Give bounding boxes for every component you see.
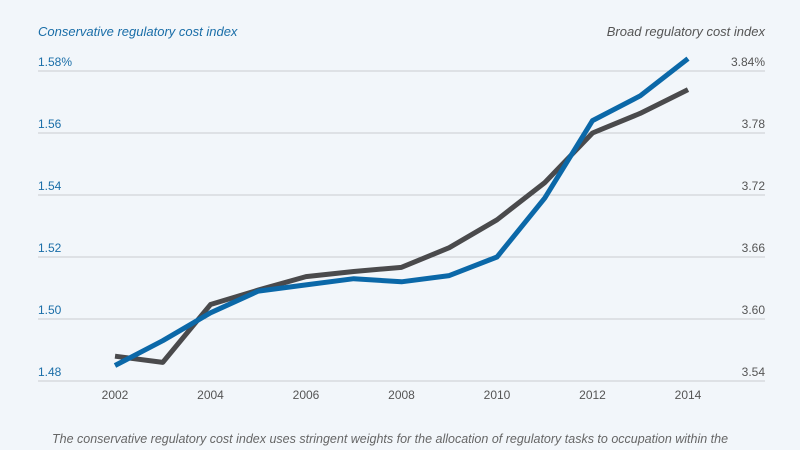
chart-caption: The conservative regulatory cost index u… [52,432,729,446]
x-tick-label: 2014 [675,388,702,402]
left-tick-label: 1.58% [38,55,72,69]
x-tick-label: 2010 [484,388,511,402]
right-tick-label: 3.60 [742,303,766,317]
right-axis-title: Broad regulatory cost index [607,24,766,39]
left-axis-title: Conservative regulatory cost index [38,24,238,39]
left-tick-label: 1.52 [38,241,62,255]
left-tick-label: 1.54 [38,179,62,193]
right-tick-label: 3.84% [731,55,765,69]
x-tick-label: 2008 [388,388,415,402]
right-tick-label: 3.66 [742,241,766,255]
left-tick-label: 1.48 [38,365,62,379]
conservative-index-line [113,56,690,368]
right-tick-label: 3.54 [742,365,766,379]
right-tick-label: 3.72 [742,179,766,193]
left-tick-label: 1.50 [38,303,62,317]
right-tick-label: 3.78 [742,117,766,131]
x-tick-label: 2006 [293,388,320,402]
left-tick-label: 1.56 [38,117,62,131]
x-tick-label: 2012 [579,388,606,402]
x-tick-label: 2004 [197,388,224,402]
broad-index-line [114,87,690,365]
x-tick-label: 2002 [102,388,129,402]
